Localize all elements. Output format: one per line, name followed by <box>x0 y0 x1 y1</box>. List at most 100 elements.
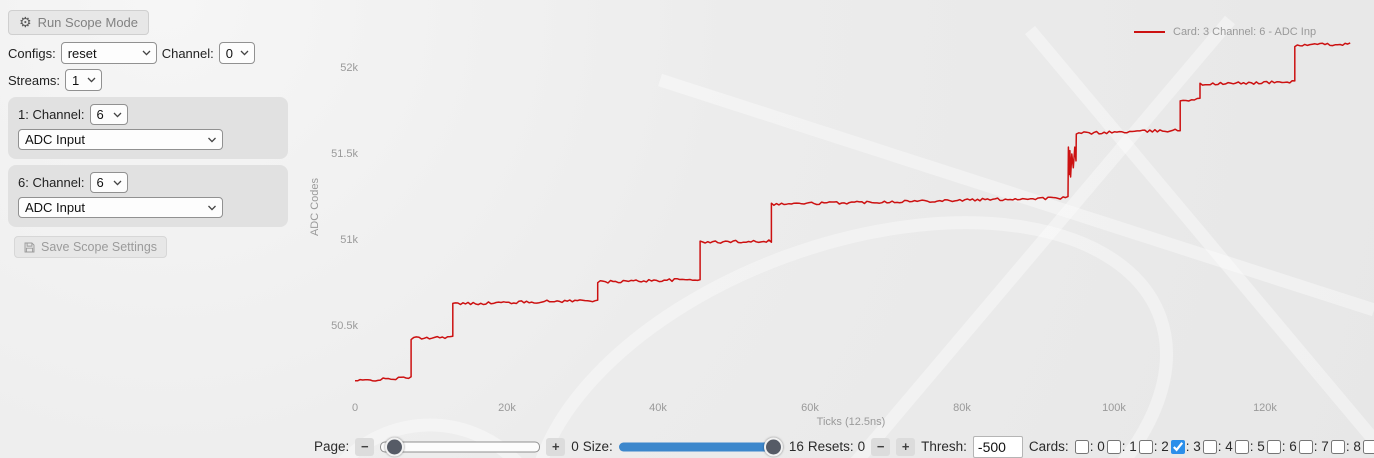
size-slider-thumb[interactable] <box>763 437 783 456</box>
channel-select[interactable]: 0 <box>218 42 255 64</box>
card-checkbox-item: : 8 <box>1330 439 1363 454</box>
y-tick-label: 50.5k <box>331 320 358 332</box>
card-checkbox[interactable] <box>1138 439 1153 454</box>
thresh-input[interactable] <box>972 435 1023 458</box>
card-checkbox-item: : 7 <box>1298 439 1331 454</box>
resets-plus-button[interactable]: + <box>896 437 916 456</box>
stream-6-channel-select-wrap: 6 <box>89 172 128 193</box>
card-checkbox-label: : 8 <box>1345 439 1361 454</box>
configs-row: Configs: reset Channel: 0 <box>8 42 288 64</box>
configs-label: Configs: <box>8 45 56 61</box>
x-tick-label: 40k <box>649 402 667 414</box>
legend-line-swatch <box>1134 31 1165 33</box>
thresh-label: Thresh: <box>921 439 967 454</box>
page-slider[interactable] <box>380 437 541 456</box>
stream-6-mode-row: ADC Input <box>18 197 278 218</box>
stream-panel-1: 1: Channel: 6 ADC Input <box>8 97 288 159</box>
card-checkbox-item: : 1 <box>1106 439 1139 454</box>
run-scope-mode-button[interactable]: ⚙ Run Scope Mode <box>8 10 150 35</box>
card-checkbox-label: : 4 <box>1217 439 1233 454</box>
size-label: Size: <box>582 439 613 454</box>
card-checkbox-item: : 0 <box>1074 439 1107 454</box>
x-tick-label: 100k <box>1102 402 1126 414</box>
streams-label: Streams: <box>8 72 61 88</box>
card-checkbox-label: : 1 <box>1121 439 1137 454</box>
page-slider-thumb[interactable] <box>385 437 405 456</box>
stream-1-channel-label: 1: Channel: <box>18 107 85 122</box>
card-checkbox[interactable] <box>1330 439 1345 454</box>
card-checkbox[interactable] <box>1298 439 1313 454</box>
card-checkbox-item: : 9 <box>1362 439 1374 454</box>
save-row: Save Scope Settings <box>14 236 288 258</box>
bottom-control-bar: Page: − + 0 Size: 16 Resets: 0 − + Thres… <box>314 435 1374 458</box>
stream-6-channel-label: 6: Channel: <box>18 175 85 190</box>
run-scope-mode-label: Run Scope Mode <box>37 15 139 30</box>
size-slider-track[interactable] <box>618 442 783 451</box>
stream-1-channel-row: 1: Channel: 6 <box>18 104 278 125</box>
x-tick-label: 0 <box>351 402 359 414</box>
save-scope-settings-label: Save Scope Settings <box>41 240 158 254</box>
card-checkbox[interactable] <box>1266 439 1281 454</box>
card-checkbox[interactable] <box>1202 439 1217 454</box>
card-checkbox[interactable] <box>1106 439 1121 454</box>
cards-checkbox-group: : 0 : 1 : 2 : 3 : 4 : 5 : 6 : 7 : 8 : 9 <box>1074 439 1374 454</box>
cards-label: Cards: <box>1028 439 1069 454</box>
gear-icon: ⚙ <box>19 14 32 31</box>
card-checkbox-label: : 7 <box>1313 439 1329 454</box>
x-axis-title: Ticks (12.5ns) <box>816 416 886 428</box>
card-checkbox-label: : 0 <box>1089 439 1105 454</box>
resets-label: Resets: <box>807 439 854 454</box>
size-value: 16 <box>788 439 804 454</box>
stream-panel-6: 6: Channel: 6 ADC Input <box>8 165 288 227</box>
adc-series-line <box>355 42 1351 382</box>
streams-select-wrap: 1 <box>65 69 103 91</box>
streams-select[interactable]: 1 <box>65 69 103 91</box>
page-plus-button[interactable]: + <box>546 437 566 456</box>
x-tick-label: 20k <box>498 402 516 414</box>
x-tick-label: 80k <box>953 402 971 414</box>
card-checkbox-label: : 2 <box>1153 439 1169 454</box>
card-checkbox-item: : 2 <box>1138 439 1171 454</box>
card-checkbox-label: : 6 <box>1281 439 1297 454</box>
size-slider[interactable] <box>618 437 783 456</box>
page-value: 0 <box>571 439 579 454</box>
card-checkbox[interactable] <box>1362 439 1374 454</box>
chart-legend: Card: 3 Channel: 6 - ADC Inp <box>1134 26 1316 38</box>
stream-1-mode-select[interactable]: ADC Input <box>18 129 223 150</box>
x-tick-label: 60k <box>801 402 819 414</box>
card-checkbox-label: : 3 <box>1185 439 1201 454</box>
y-tick-label: 51.5k <box>331 148 358 160</box>
page-label: Page: <box>314 439 350 454</box>
stream-1-mode-row: ADC Input <box>18 129 278 150</box>
streams-row: Streams: 1 <box>8 69 288 91</box>
card-checkbox-item: : 5 <box>1234 439 1267 454</box>
card-checkbox[interactable] <box>1170 439 1185 454</box>
resets-minus-button[interactable]: − <box>871 437 891 456</box>
save-scope-settings-button[interactable]: Save Scope Settings <box>14 236 168 258</box>
configs-select-wrap: reset <box>60 42 157 64</box>
stream-6-channel-row: 6: Channel: 6 <box>18 172 278 193</box>
stream-6-mode-select[interactable]: ADC Input <box>18 197 223 218</box>
channel-label: Channel: <box>161 45 214 61</box>
stream-1-channel-select[interactable]: 6 <box>89 104 128 125</box>
x-tick-label: 120k <box>1253 402 1277 414</box>
card-checkbox-item: : 3 <box>1170 439 1203 454</box>
channel-select-wrap: 0 <box>218 42 255 64</box>
floppy-icon <box>24 242 35 252</box>
card-checkbox[interactable] <box>1234 439 1249 454</box>
configs-select[interactable]: reset <box>60 42 157 64</box>
scope-controls-panel: ⚙ Run Scope Mode Configs: reset Channel:… <box>8 10 288 258</box>
y-axis-title: ADC Codes <box>309 177 321 237</box>
legend-label: Card: 3 Channel: 6 - ADC Inp <box>1173 26 1317 38</box>
stream-1-channel-select-wrap: 6 <box>89 104 128 125</box>
y-tick-label: 52k <box>340 62 358 74</box>
stream-1-mode-select-wrap: ADC Input <box>18 129 223 150</box>
card-checkbox[interactable] <box>1074 439 1089 454</box>
page-minus-button[interactable]: − <box>355 437 375 456</box>
stream-6-channel-select[interactable]: 6 <box>89 172 128 193</box>
page-slider-track[interactable] <box>380 441 541 452</box>
card-checkbox-label: : 5 <box>1249 439 1265 454</box>
card-checkbox-item: : 6 <box>1266 439 1299 454</box>
card-checkbox-item: : 4 <box>1202 439 1235 454</box>
y-tick-label: 51k <box>340 234 358 246</box>
